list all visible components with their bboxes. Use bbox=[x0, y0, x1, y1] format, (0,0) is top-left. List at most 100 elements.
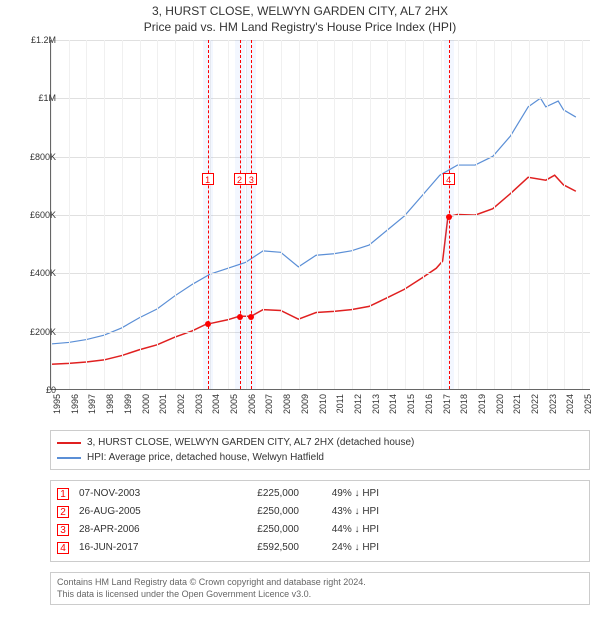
grid-h bbox=[51, 98, 590, 99]
grid-v bbox=[157, 40, 158, 389]
grid-v bbox=[281, 40, 282, 389]
grid-v bbox=[564, 40, 565, 389]
marker-line bbox=[251, 40, 252, 389]
y-tick-label: £800K bbox=[16, 152, 56, 162]
marker-number: 4 bbox=[443, 173, 455, 185]
grid-v bbox=[104, 40, 105, 389]
x-tick-label: 2018 bbox=[459, 394, 469, 424]
transaction-row: 226-AUG-2005£250,00043% ↓ HPI bbox=[57, 503, 583, 521]
grid-v bbox=[334, 40, 335, 389]
legend-row: HPI: Average price, detached house, Welw… bbox=[57, 450, 583, 465]
marker-number: 2 bbox=[234, 173, 246, 185]
x-tick-label: 2024 bbox=[565, 394, 575, 424]
x-tick-label: 1996 bbox=[70, 394, 80, 424]
x-tick-label: 2011 bbox=[335, 394, 345, 424]
grid-v bbox=[476, 40, 477, 389]
legend-row: 3, HURST CLOSE, WELWYN GARDEN CITY, AL7 … bbox=[57, 435, 583, 450]
x-tick-label: 2013 bbox=[371, 394, 381, 424]
grid-v bbox=[494, 40, 495, 389]
x-tick-label: 2007 bbox=[264, 394, 274, 424]
y-tick-label: £200K bbox=[16, 327, 56, 337]
legend-swatch bbox=[57, 457, 81, 459]
y-tick-label: £600K bbox=[16, 210, 56, 220]
transaction-row: 328-APR-2006£250,00044% ↓ HPI bbox=[57, 521, 583, 539]
tx-price: £250,000 bbox=[199, 503, 299, 521]
tx-number: 1 bbox=[57, 488, 69, 500]
x-tick-label: 2014 bbox=[388, 394, 398, 424]
x-tick-label: 2005 bbox=[229, 394, 239, 424]
tx-number: 4 bbox=[57, 542, 69, 554]
grid-h bbox=[51, 215, 590, 216]
marker-line bbox=[240, 40, 241, 389]
tx-price: £250,000 bbox=[199, 521, 299, 539]
legend-label: 3, HURST CLOSE, WELWYN GARDEN CITY, AL7 … bbox=[87, 435, 414, 450]
x-tick-label: 2019 bbox=[477, 394, 487, 424]
y-tick-label: £1.2M bbox=[16, 35, 56, 45]
tx-price: £592,500 bbox=[199, 539, 299, 557]
series-hpi bbox=[51, 98, 576, 344]
y-tick-label: £0 bbox=[16, 385, 56, 395]
footer-attribution: Contains HM Land Registry data © Crown c… bbox=[50, 572, 590, 605]
x-tick-label: 2015 bbox=[406, 394, 416, 424]
grid-v bbox=[511, 40, 512, 389]
grid-v bbox=[228, 40, 229, 389]
x-tick-label: 2003 bbox=[194, 394, 204, 424]
footer-line-1: Contains HM Land Registry data © Crown c… bbox=[57, 577, 583, 589]
grid-v bbox=[582, 40, 583, 389]
y-tick-label: £1M bbox=[16, 93, 56, 103]
grid-v bbox=[193, 40, 194, 389]
x-tick-label: 2016 bbox=[424, 394, 434, 424]
grid-v bbox=[140, 40, 141, 389]
transaction-row: 416-JUN-2017£592,50024% ↓ HPI bbox=[57, 539, 583, 557]
footer-line-2: This data is licensed under the Open Gov… bbox=[57, 589, 583, 601]
x-tick-label: 1995 bbox=[52, 394, 62, 424]
tx-date: 16-JUN-2017 bbox=[79, 539, 189, 557]
tx-diff: 49% ↓ HPI bbox=[309, 485, 379, 503]
legend-swatch bbox=[57, 442, 81, 444]
grid-v bbox=[458, 40, 459, 389]
x-tick-label: 2009 bbox=[300, 394, 310, 424]
grid-v bbox=[405, 40, 406, 389]
x-tick-label: 2008 bbox=[282, 394, 292, 424]
transactions-table: 107-NOV-2003£225,00049% ↓ HPI226-AUG-200… bbox=[50, 480, 590, 562]
chart-container: 3, HURST CLOSE, WELWYN GARDEN CITY, AL7 … bbox=[0, 0, 600, 620]
x-tick-label: 2010 bbox=[318, 394, 328, 424]
tx-price: £225,000 bbox=[199, 485, 299, 503]
marker-number: 1 bbox=[202, 173, 214, 185]
marker-dot bbox=[446, 214, 452, 220]
grid-h bbox=[51, 157, 590, 158]
grid-v bbox=[352, 40, 353, 389]
grid-v bbox=[317, 40, 318, 389]
transaction-row: 1 07-NOV-2003 £225,000 49% ↓ HPI bbox=[57, 485, 583, 503]
tx-date: 28-APR-2006 bbox=[79, 521, 189, 539]
grid-v bbox=[122, 40, 123, 389]
x-tick-label: 2006 bbox=[247, 394, 257, 424]
grid-v bbox=[547, 40, 548, 389]
grid-v bbox=[263, 40, 264, 389]
x-tick-label: 2012 bbox=[353, 394, 363, 424]
series-price_paid bbox=[51, 175, 576, 364]
tx-date: 07-NOV-2003 bbox=[79, 485, 189, 503]
grid-v bbox=[69, 40, 70, 389]
tx-diff: 43% ↓ HPI bbox=[309, 503, 379, 521]
x-tick-label: 2023 bbox=[548, 394, 558, 424]
title-line-2: Price paid vs. HM Land Registry's House … bbox=[0, 20, 600, 36]
x-tick-label: 2001 bbox=[158, 394, 168, 424]
title-block: 3, HURST CLOSE, WELWYN GARDEN CITY, AL7 … bbox=[0, 0, 600, 37]
x-tick-label: 2022 bbox=[530, 394, 540, 424]
tx-number: 3 bbox=[57, 524, 69, 536]
grid-v bbox=[370, 40, 371, 389]
tx-number: 2 bbox=[57, 506, 69, 518]
title-line-1: 3, HURST CLOSE, WELWYN GARDEN CITY, AL7 … bbox=[0, 4, 600, 20]
x-tick-label: 1997 bbox=[87, 394, 97, 424]
marker-dot bbox=[237, 314, 243, 320]
y-tick-label: £400K bbox=[16, 268, 56, 278]
x-tick-label: 2004 bbox=[211, 394, 221, 424]
x-tick-label: 2002 bbox=[176, 394, 186, 424]
x-tick-label: 1999 bbox=[123, 394, 133, 424]
chart-plot-area: 1234 bbox=[50, 40, 590, 390]
x-tick-label: 2017 bbox=[442, 394, 452, 424]
grid-v bbox=[299, 40, 300, 389]
grid-v bbox=[441, 40, 442, 389]
marker-line bbox=[208, 40, 209, 389]
